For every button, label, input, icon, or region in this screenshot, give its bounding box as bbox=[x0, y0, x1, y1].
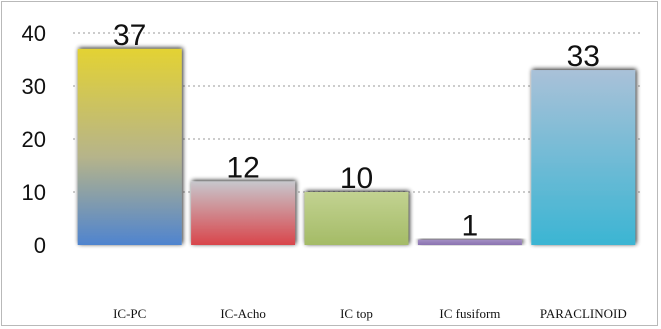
bars bbox=[77, 48, 636, 246]
data-label-ic-pc: 37 bbox=[113, 19, 146, 52]
bar-paraclinoid bbox=[531, 70, 636, 245]
y-tick-label-40: 40 bbox=[22, 21, 46, 46]
bar-ic-top bbox=[304, 192, 409, 245]
y-axis-ticks: 0 10 20 30 40 bbox=[22, 21, 46, 258]
x-tick-label-ic-fusiform: IC fusiform bbox=[439, 306, 500, 321]
x-tick-label-ic-acho: IC-Acho bbox=[220, 306, 266, 321]
x-tick-label-paraclinoid: PARACLINOID bbox=[540, 306, 627, 321]
data-label-paraclinoid: 33 bbox=[567, 40, 600, 73]
data-label-ic-acho: 12 bbox=[226, 151, 259, 184]
x-tick-label-ic-pc: IC-PC bbox=[113, 306, 146, 321]
x-axis-ticks: IC-PC IC-Acho IC top IC fusiform PARACLINOID bbox=[113, 306, 627, 321]
y-tick-label-0: 0 bbox=[34, 233, 46, 258]
x-tick-label-ic-top: IC top bbox=[340, 306, 373, 321]
y-tick-label-20: 20 bbox=[22, 127, 46, 152]
y-tick-label-30: 30 bbox=[22, 74, 46, 99]
bar-ic-acho bbox=[191, 181, 296, 245]
data-label-ic-fusiform: 1 bbox=[462, 210, 479, 243]
data-label-ic-top: 10 bbox=[340, 162, 373, 195]
bar-ic-pc bbox=[77, 48, 182, 246]
data-labels: 37 12 10 1 33 bbox=[113, 19, 600, 243]
y-tick-label-10: 10 bbox=[22, 180, 46, 205]
bar-ic-fusiform bbox=[417, 239, 522, 245]
